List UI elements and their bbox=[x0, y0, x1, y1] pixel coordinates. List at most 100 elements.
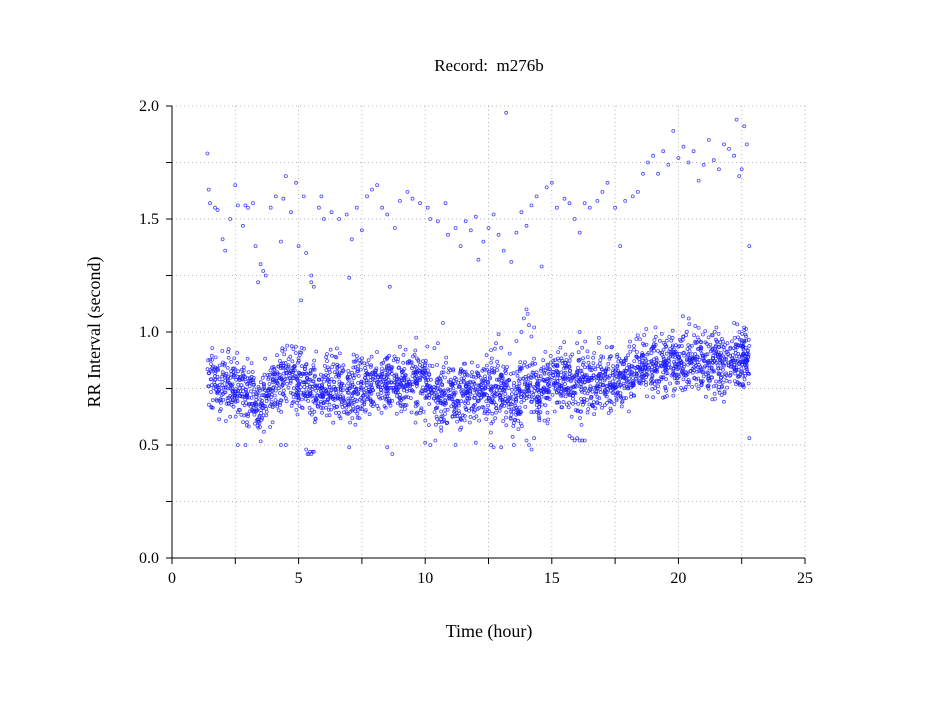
rr-point bbox=[494, 406, 499, 411]
rr-point bbox=[284, 370, 288, 375]
rr-point bbox=[393, 390, 398, 395]
rr-point bbox=[592, 412, 596, 417]
upper-point bbox=[496, 232, 501, 237]
rr-point bbox=[563, 390, 568, 395]
rr-point bbox=[218, 407, 223, 412]
rr-point bbox=[484, 353, 489, 358]
rr-point bbox=[517, 368, 522, 373]
spike-point bbox=[532, 325, 536, 330]
rr-point bbox=[475, 364, 480, 369]
rr-point bbox=[349, 394, 354, 399]
rr-point bbox=[438, 378, 443, 383]
upper-point bbox=[458, 244, 463, 249]
rr-point bbox=[447, 366, 451, 371]
rr-point bbox=[262, 372, 267, 377]
upper-point bbox=[296, 244, 301, 249]
rr-point bbox=[730, 339, 734, 344]
rr-point bbox=[537, 400, 542, 405]
rr-point bbox=[296, 358, 301, 363]
rr-point bbox=[535, 408, 539, 413]
rr-point bbox=[414, 335, 419, 340]
rr-point bbox=[394, 375, 399, 380]
rr-point bbox=[347, 402, 352, 407]
rr-point bbox=[228, 383, 233, 388]
rr-point bbox=[645, 372, 650, 377]
rr-point bbox=[217, 377, 222, 382]
rr-point bbox=[296, 360, 300, 365]
rr-point bbox=[714, 379, 718, 384]
axes bbox=[166, 105, 806, 564]
rr-point bbox=[598, 401, 603, 406]
rr-point bbox=[661, 370, 665, 375]
rr-point bbox=[716, 371, 721, 376]
rr-point bbox=[494, 377, 499, 382]
rr-point bbox=[684, 329, 689, 334]
rr-point bbox=[492, 346, 497, 351]
rr-point bbox=[722, 389, 727, 394]
rr-point bbox=[598, 387, 603, 392]
rr-point bbox=[564, 358, 569, 362]
rr-point bbox=[704, 394, 708, 399]
rr-point bbox=[566, 405, 571, 410]
rr-point bbox=[551, 369, 555, 374]
spike-point bbox=[714, 325, 719, 330]
rr-point bbox=[210, 357, 215, 362]
rr-point bbox=[423, 361, 428, 366]
rr-point bbox=[700, 370, 705, 375]
rr-point bbox=[309, 412, 314, 417]
rr-point bbox=[593, 406, 598, 411]
rr-point bbox=[439, 414, 444, 419]
rr-point bbox=[514, 405, 518, 410]
rr-point bbox=[652, 338, 657, 342]
rr-point bbox=[284, 374, 289, 379]
rr-point bbox=[325, 400, 330, 405]
rr-point bbox=[431, 396, 436, 401]
rr-point bbox=[522, 363, 526, 368]
rr-point bbox=[374, 366, 379, 371]
rr-point bbox=[322, 379, 326, 384]
rr-point bbox=[279, 409, 284, 414]
rr-point bbox=[327, 367, 332, 372]
rr-point bbox=[486, 381, 490, 386]
rr-point bbox=[733, 358, 738, 363]
rr-point bbox=[540, 387, 545, 392]
rr-point bbox=[686, 362, 690, 367]
rr-point bbox=[618, 394, 623, 399]
rr-point bbox=[467, 420, 472, 425]
rr-point bbox=[318, 372, 323, 377]
rr-point bbox=[744, 365, 748, 370]
lower-point bbox=[304, 447, 309, 452]
rr-point bbox=[463, 361, 467, 366]
rr-point bbox=[559, 405, 564, 410]
rr-point bbox=[361, 393, 366, 398]
rr-point bbox=[563, 370, 568, 375]
rr-point bbox=[589, 396, 593, 401]
rr-point bbox=[603, 376, 607, 381]
rr-point bbox=[311, 363, 316, 368]
rr-point bbox=[452, 375, 457, 380]
rr-point bbox=[701, 332, 705, 337]
rr-point bbox=[235, 360, 240, 365]
rr-point bbox=[487, 371, 492, 376]
rr-point bbox=[289, 344, 294, 349]
rr-point bbox=[312, 358, 317, 363]
rr-point bbox=[213, 365, 218, 370]
rr-point bbox=[481, 367, 486, 371]
rr-point bbox=[350, 396, 355, 401]
rr-point bbox=[269, 400, 274, 404]
rr-point bbox=[670, 335, 675, 340]
rr-point bbox=[278, 403, 282, 407]
upper-point bbox=[246, 205, 250, 210]
rr-point bbox=[384, 396, 389, 401]
spike-point bbox=[496, 332, 501, 337]
rr-point bbox=[263, 356, 268, 361]
rr-point bbox=[594, 390, 599, 395]
rr-point bbox=[266, 393, 271, 398]
lower-point bbox=[311, 449, 316, 454]
upper-point bbox=[582, 201, 587, 206]
rr-point bbox=[632, 344, 636, 348]
rr-point bbox=[674, 359, 679, 364]
rr-point bbox=[597, 335, 601, 340]
rr-point bbox=[215, 385, 220, 390]
rr-point bbox=[627, 365, 632, 369]
